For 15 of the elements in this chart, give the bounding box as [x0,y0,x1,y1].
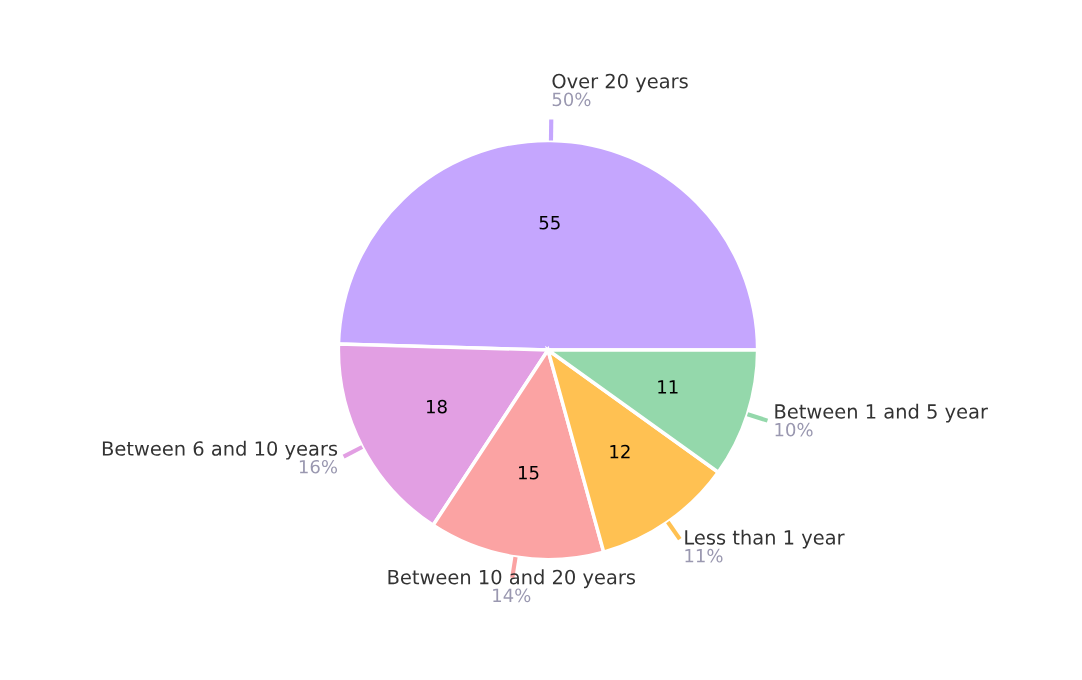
slice-label: Between 1 and 5 year [775,403,988,423]
data-label: 15 [519,466,539,480]
text: 11% [685,548,723,563]
data-label: 11 [658,380,678,394]
slice-label: Over 20 years [552,73,688,93]
data-label: 55 [539,216,560,230]
text: 10% [775,422,813,437]
slice-label: Between 6 and 10 years [102,440,338,460]
data-label: 18 [427,399,447,414]
slice-label: Less than 1 year [685,529,845,549]
text: 50% [552,92,591,107]
data-label: 12 [610,444,630,459]
text: 16% [299,459,338,474]
text: 14% [493,588,531,603]
slice-label: Between 10 and 20 years [388,569,636,589]
